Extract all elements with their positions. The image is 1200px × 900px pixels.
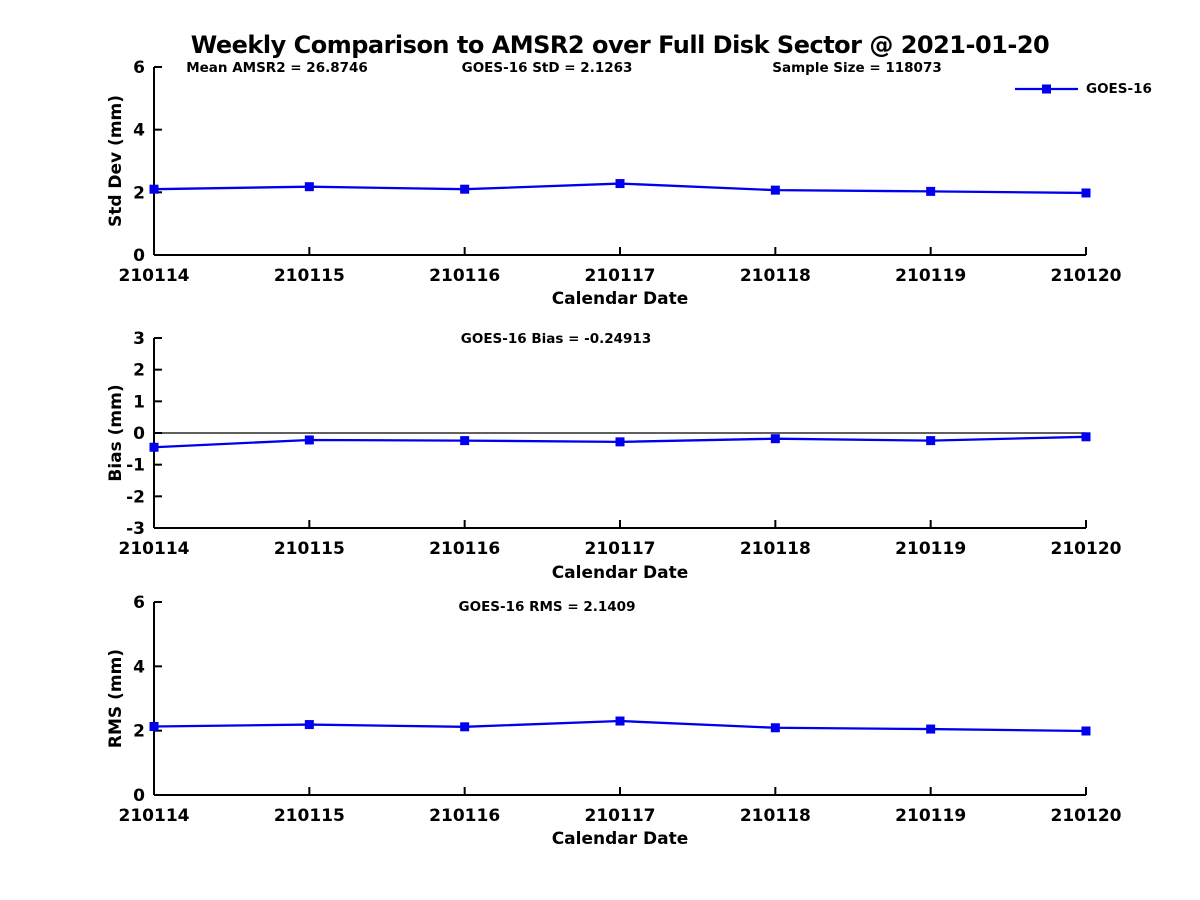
legend-marker — [1042, 84, 1051, 94]
x-tick-label: 210115 — [274, 266, 345, 286]
y-tick-label: 1 — [133, 392, 145, 412]
y-tick-label: 0 — [133, 424, 145, 444]
y-tick-label: 3 — [133, 329, 145, 349]
x-tick-label: 210117 — [585, 539, 656, 559]
data-point-marker — [304, 182, 314, 192]
y-axis-label: RMS (mm) — [106, 649, 126, 748]
y-tick-label: 0 — [133, 246, 145, 266]
annotation-text: Mean AMSR2 = 26.8746 — [186, 60, 368, 76]
y-tick-label: 2 — [133, 361, 145, 381]
x-tick-label: 210119 — [895, 266, 966, 286]
data-point-marker — [304, 435, 314, 445]
figure-title: Weekly Comparison to AMSR2 over Full Dis… — [190, 31, 1050, 59]
x-tick-label: 210117 — [585, 806, 656, 826]
annotation-text: Sample Size = 118073 — [772, 60, 941, 76]
x-tick-label: 210117 — [585, 266, 656, 286]
x-tick-label: 210115 — [274, 806, 345, 826]
x-tick-label: 210116 — [429, 266, 500, 286]
x-tick-label: 210116 — [429, 806, 500, 826]
x-axis-label: Calendar Date — [552, 829, 689, 849]
data-point-marker — [770, 434, 780, 444]
data-point-marker — [1081, 188, 1091, 198]
data-point-marker — [460, 722, 470, 732]
x-tick-label: 210120 — [1051, 266, 1122, 286]
annotation-text: GOES-16 RMS = 2.1409 — [459, 599, 636, 615]
data-point-marker — [615, 437, 625, 447]
x-tick-label: 210118 — [740, 266, 811, 286]
data-point-marker — [149, 184, 159, 194]
x-tick-label: 210120 — [1051, 806, 1122, 826]
y-tick-label: -1 — [126, 456, 145, 476]
x-axis-label: Calendar Date — [552, 563, 689, 583]
x-tick-label: 210116 — [429, 539, 500, 559]
legend-label: GOES-16 — [1086, 81, 1152, 97]
data-point-marker — [926, 186, 936, 196]
y-axis-label: Bias (mm) — [106, 384, 126, 481]
subplot-rms: 0 2 4 6 210114 210115 210116 210117 210118 210119… — [106, 593, 1122, 849]
data-point-marker — [615, 179, 625, 189]
y-tick-label: 2 — [133, 722, 145, 742]
x-tick-label: 210120 — [1051, 539, 1122, 559]
x-tick-label: 210114 — [119, 806, 190, 826]
data-point-marker — [926, 724, 936, 734]
x-tick-label: 210115 — [274, 539, 345, 559]
annotation-text: GOES-16 StD = 2.1263 — [462, 60, 633, 76]
data-point-marker — [926, 436, 936, 446]
data-point-marker — [304, 720, 314, 730]
legend: GOES-16 — [1015, 81, 1152, 97]
y-tick-label: 6 — [133, 58, 145, 78]
data-point-marker — [149, 442, 159, 452]
x-tick-label: 210118 — [740, 539, 811, 559]
data-point-marker — [460, 184, 470, 194]
y-tick-label: 0 — [133, 786, 145, 806]
y-tick-label: -2 — [126, 487, 145, 507]
data-point-marker — [615, 716, 625, 726]
subplot-std-dev: 0 2 4 6 210114 210115 210116 210117 210118 210119… — [106, 58, 1152, 309]
y-tick-label: 2 — [133, 183, 145, 203]
x-axis-label: Calendar Date — [552, 289, 689, 309]
data-point-marker — [1081, 432, 1091, 442]
data-point-marker — [1081, 726, 1091, 736]
data-point-marker — [460, 436, 470, 446]
x-tick-label: 210114 — [119, 266, 190, 286]
y-tick-label: -3 — [126, 519, 145, 539]
y-axis-label: Std Dev (mm) — [106, 95, 126, 227]
y-tick-label: 4 — [133, 121, 145, 141]
x-tick-label: 210118 — [740, 806, 811, 826]
x-tick-label: 210119 — [895, 539, 966, 559]
y-tick-label: 4 — [133, 657, 145, 677]
data-point-marker — [149, 721, 159, 731]
x-tick-label: 210119 — [895, 806, 966, 826]
x-tick-label: 210114 — [119, 539, 190, 559]
y-tick-label: 6 — [133, 593, 145, 613]
data-point-marker — [770, 723, 780, 733]
annotation-text: GOES-16 Bias = -0.24913 — [461, 331, 651, 347]
data-point-marker — [770, 185, 780, 195]
